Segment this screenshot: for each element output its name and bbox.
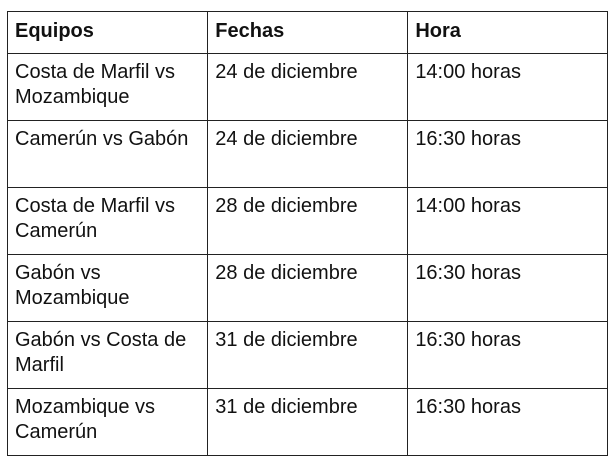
cell-teams: Gabón vs Mozambique [6, 254, 209, 322]
schedule-table: Equipos Fechas Hora Costa de Marfil vs M… [6, 11, 608, 456]
cell-teams: Camerún vs Gabón [6, 120, 209, 188]
header-fechas: Fechas [207, 11, 409, 54]
cell-time: 16:30 horas [407, 120, 608, 188]
table-row: Gabón vs Costa de Marfil 31 de diciembre 1… [6, 321, 608, 389]
cell-time: 16:30 horas [407, 321, 608, 389]
header-row: Equipos Fechas Hora [6, 11, 608, 54]
header-hora: Hora [407, 11, 608, 54]
cell-teams: Gabón vs Costa de Marfil [6, 321, 209, 389]
table-row: Camerún vs Gabón 24 de diciembre 16:30 hor… [6, 120, 608, 188]
cell-time: 14:00 horas [407, 187, 608, 255]
cell-teams: Costa de Marfil vs Mozambique [6, 53, 209, 121]
cell-date: 28 de diciembre [207, 254, 409, 322]
table-row: Mozambique vs Camerún 31 de diciembre 16:3… [6, 388, 608, 456]
cell-date: 31 de diciembre [207, 388, 409, 456]
cell-date: 31 de diciembre [207, 321, 409, 389]
cell-time: 16:30 horas [407, 254, 608, 322]
cell-time: 14:00 horas [407, 53, 608, 121]
cell-teams: Mozambique vs Camerún [6, 388, 209, 456]
header-equipos: Equipos [6, 11, 209, 54]
table-row: Gabón vs Mozambique 28 de diciembre 16:30 … [6, 254, 608, 322]
table-row: Costa de Marfil vs Mozambique 24 de dicie… [6, 53, 608, 121]
cell-date: 24 de diciembre [207, 53, 409, 121]
cell-date: 24 de diciembre [207, 120, 409, 188]
table-row: Costa de Marfil vs Camerún 28 de diciembr… [6, 187, 608, 255]
cell-date: 28 de diciembre [207, 187, 409, 255]
cell-teams: Costa de Marfil vs Camerún [6, 187, 209, 255]
cell-time: 16:30 horas [407, 388, 608, 456]
